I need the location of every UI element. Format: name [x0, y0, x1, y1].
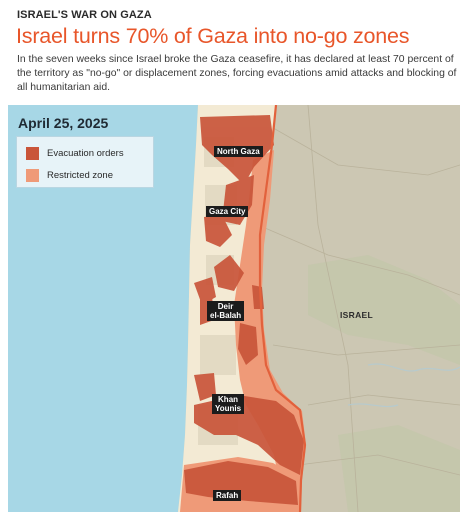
label-deir-el-balah: Deir el-Balah — [207, 301, 245, 321]
roads — [257, 105, 460, 512]
label-rafah: Rafah — [213, 490, 242, 501]
label-gaza-city: Gaza City — [206, 206, 249, 217]
legend-item-evacuation: Evacuation orders — [26, 146, 124, 160]
map: April 25, 2025 Evacuation orders Restric… — [8, 105, 460, 512]
label-khan-younis: Khan Younis — [212, 394, 245, 414]
dek: In the seven weeks since Israel broke th… — [17, 54, 457, 94]
legend-item-restricted: Restricted zone — [26, 168, 113, 182]
evacuation-swatch — [26, 146, 39, 160]
khan-line-1: Khan — [218, 395, 239, 404]
legend: Evacuation orders Restricted zone — [16, 136, 154, 188]
sea — [8, 105, 198, 512]
headline: Israel turns 70% of Gaza into no-go zone… — [16, 24, 410, 48]
evacuation-orders — [184, 115, 304, 505]
legend-label: Restricted zone — [47, 169, 114, 181]
restricted-swatch — [26, 168, 39, 182]
vegetation — [308, 255, 460, 512]
map-canvas — [8, 105, 460, 512]
khan-line-2: Younis — [215, 404, 242, 413]
border-line — [258, 105, 307, 512]
rivers — [347, 363, 460, 408]
label-israel: ISRAEL — [340, 310, 373, 320]
kicker: ISRAEL'S WAR ON GAZA — [17, 9, 152, 21]
deir-line-2: el-Balah — [210, 311, 242, 320]
label-north-gaza: North Gaza — [214, 146, 263, 157]
deir-line-1: Deir — [217, 302, 234, 311]
legend-label: Evacuation orders — [47, 147, 124, 159]
map-date: April 25, 2025 — [18, 115, 109, 131]
